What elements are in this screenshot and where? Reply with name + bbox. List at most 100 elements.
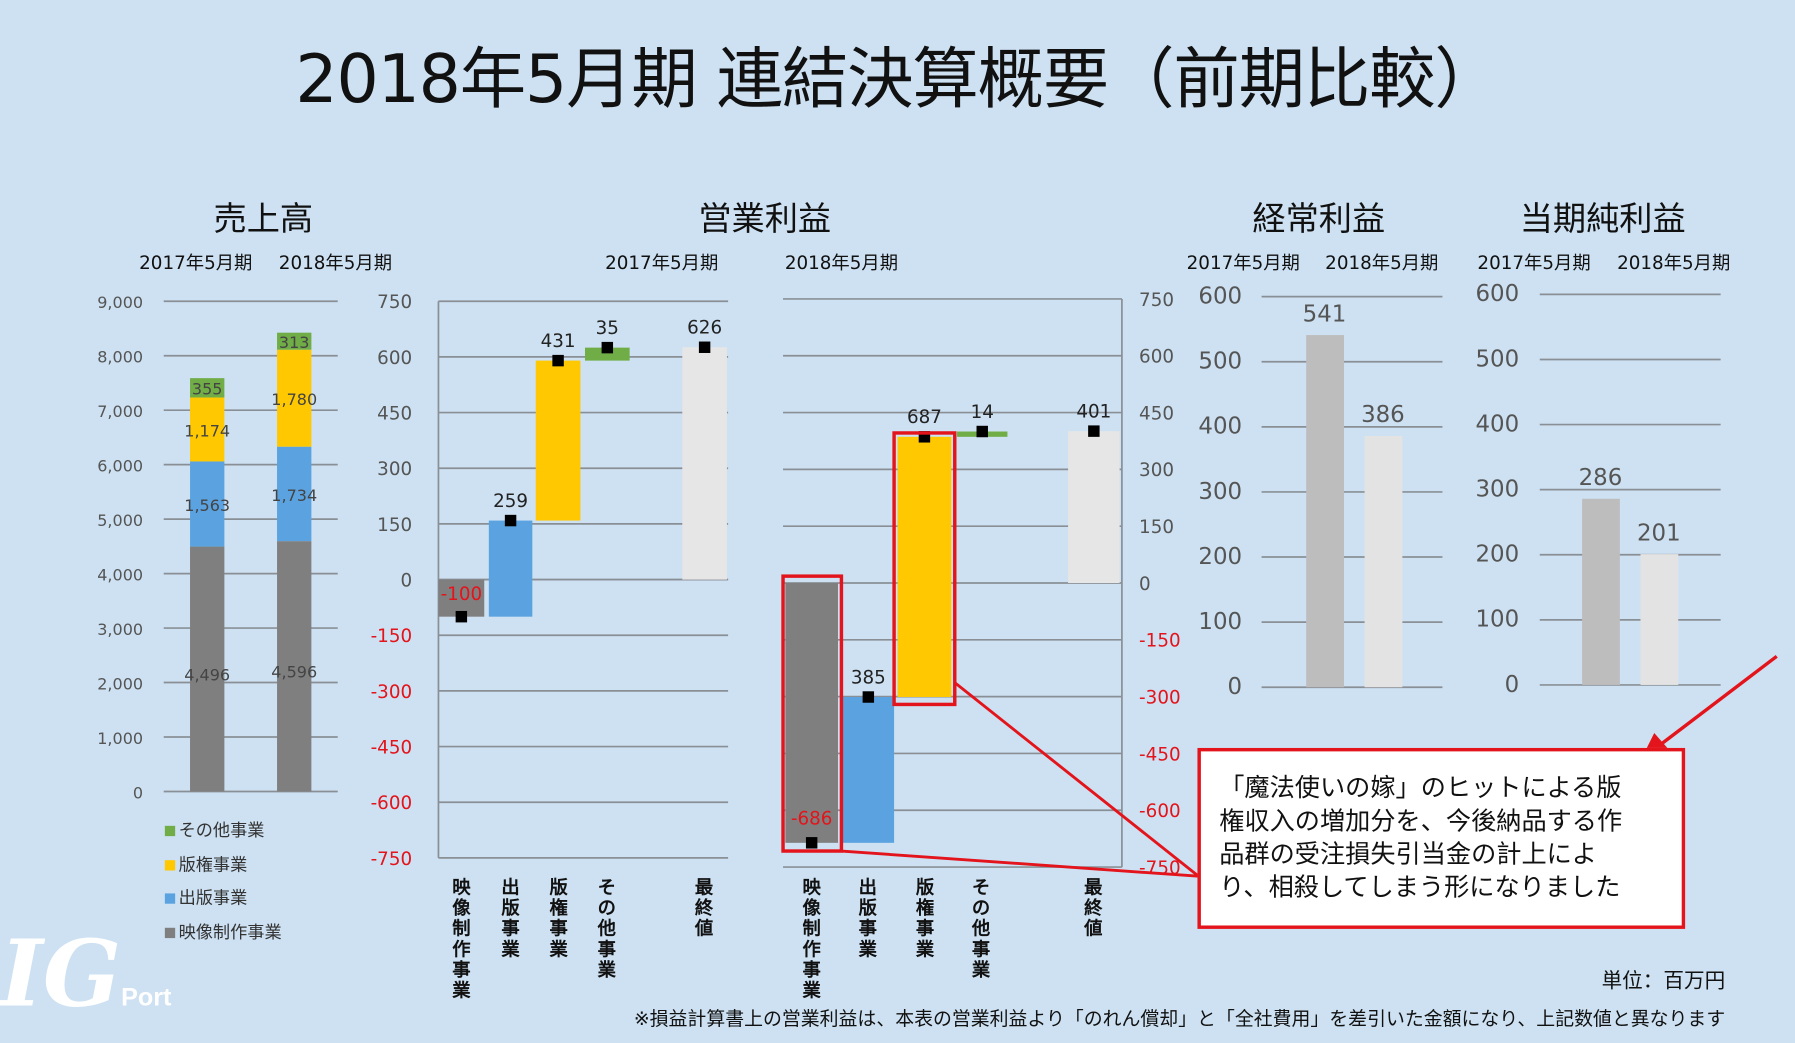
category-label-char: 出 [501,876,519,898]
category-label-char: そ [598,877,616,898]
y-tick-label: 150 [377,515,412,536]
stack-bar-segment [190,397,225,462]
category-label-char: 事 [859,918,877,940]
y-tick-label: -150 [371,626,413,647]
sales-period-prev: 2017年5月期 [139,251,253,274]
company-logo: IGPort [0,919,172,1028]
end-marker [455,610,468,623]
y-tick-label: 0 [133,783,143,802]
operating-title: 営業利益 [698,199,832,239]
y-tick-label: -600 [1139,801,1181,822]
stack-bar-segment [190,461,225,547]
category-label-char: 業 [971,959,991,981]
y-tick-label: 400 [1198,414,1242,440]
bar [1364,435,1403,688]
net-period-prev: 2017年5月期 [1477,251,1591,274]
y-tick-label: 2,000 [97,674,143,693]
y-tick-label: -300 [371,682,413,703]
waterfall-bar [438,579,485,617]
category-label-char: 事 [501,918,519,940]
category-label-char: 作 [452,938,470,960]
category-label-char: 最 [1084,877,1103,898]
y-tick-label: 6,000 [97,457,143,476]
category-label-char: 事 [916,918,934,940]
data-label: 385 [851,667,886,688]
operating-period-prev: 2017年5月期 [605,251,719,274]
legend-swatch [164,927,176,939]
data-label: 355 [192,380,223,399]
legend-item-video: 映像制作事業 [164,920,282,944]
data-label: 1,734 [271,486,317,505]
category-label-char: 事 [550,918,568,940]
y-tick-label: 600 [1475,281,1519,307]
waterfall-bar [1068,431,1120,584]
y-tick-label: 400 [1475,411,1519,437]
annotation-box: 「魔法使いの嫁」のヒットによる版 権収入の増加分を、今後納品する作 品群の受注損… [1197,747,1686,929]
data-label: 201 [1637,520,1681,546]
waterfall-bar [584,347,630,361]
y-tick-label: 200 [1198,544,1242,570]
data-label: -100 [441,584,483,605]
data-label: 1,563 [184,496,230,515]
sales-period-curr: 2018年5月期 [278,251,393,274]
data-label: 687 [907,407,942,428]
sales-title: 売上高 [213,199,314,239]
data-label: 1,174 [184,421,230,440]
data-label: 541 [1303,301,1347,327]
y-tick-label: 300 [1139,460,1174,481]
y-tick-label: 0 [1228,674,1243,700]
y-tick-label: 200 [1475,542,1519,568]
category-label-char: 映 [452,876,471,898]
data-label: 14 [971,402,994,423]
bar [1306,335,1344,688]
y-tick-label: 600 [1198,284,1242,310]
category-label-char: 出 [859,876,877,898]
category-label-char: 事 [452,959,470,981]
legend-swatch [164,825,176,837]
y-tick-label: 0 [1505,672,1520,698]
y-tick-label: 600 [1139,347,1174,368]
category-label-char: 版 [501,897,520,919]
y-tick-label: 750 [1139,290,1174,311]
data-label: 626 [687,318,722,339]
legend-item-publishing: 出版事業 [164,885,247,909]
category-label-char: 業 [915,938,935,960]
category-label-char: 事 [972,938,990,960]
category-label-char: 他 [597,918,617,940]
waterfall-bar [842,697,895,843]
category-label-char: 業 [451,979,471,1001]
data-label: 313 [279,333,310,352]
category-label-char: 業 [549,938,569,960]
y-tick-label: -450 [1139,744,1181,765]
y-tick-label: -150 [1139,631,1181,652]
category-label-char: 値 [694,918,713,940]
category-label-char: そ [972,877,990,898]
end-marker [862,691,875,703]
data-label: 286 [1579,465,1623,491]
waterfall-bar [682,347,727,580]
y-tick-label: 100 [1198,609,1242,635]
net-period-curr: 2018年5月期 [1617,251,1731,274]
end-marker [1088,425,1100,437]
y-tick-label: 9,000 [97,293,143,312]
ordinary-period-prev: 2017年5月期 [1186,251,1300,274]
y-tick-label: 600 [377,348,412,369]
unit-label: 単位：百万円 [1601,969,1726,994]
data-label: 431 [541,331,576,352]
end-marker [504,514,517,527]
y-tick-label: 500 [1198,349,1242,375]
data-label: 35 [596,318,619,339]
page-title: 2018年5月期 連結決算概要（前期比較） [295,40,1500,118]
arrow-line [1656,654,1778,749]
y-tick-label: 4,000 [97,565,143,584]
stack-bar-segment [277,349,312,447]
category-label-char: 制 [452,918,470,940]
y-tick-label: 1,000 [97,729,143,748]
bar [1582,498,1620,685]
data-label: 401 [1076,401,1111,422]
category-label-char: 制 [803,918,821,940]
y-tick-label: 0 [1139,574,1151,595]
y-tick-label: 300 [1475,477,1519,503]
data-label: 1,780 [271,390,317,409]
